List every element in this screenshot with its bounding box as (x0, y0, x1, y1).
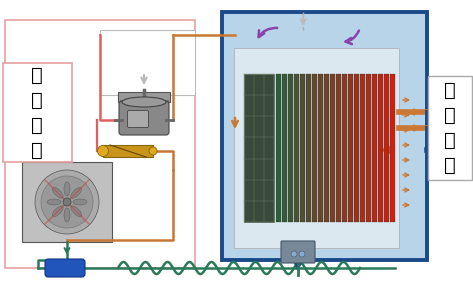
FancyBboxPatch shape (22, 162, 112, 242)
Bar (300, 74, 305, 222)
Circle shape (97, 146, 108, 157)
Bar (342, 74, 347, 222)
Text: 制
冷
循
环: 制 冷 循 环 (31, 66, 43, 160)
FancyBboxPatch shape (119, 101, 169, 135)
FancyBboxPatch shape (3, 63, 72, 162)
Bar (372, 74, 377, 222)
Bar (390, 74, 395, 222)
Bar (294, 74, 299, 222)
FancyBboxPatch shape (234, 48, 399, 248)
FancyBboxPatch shape (100, 30, 195, 95)
Text: 空
气
循
环: 空 气 循 环 (444, 81, 456, 175)
FancyBboxPatch shape (281, 241, 315, 263)
Bar (384, 74, 389, 222)
Bar (366, 74, 371, 222)
Circle shape (63, 198, 71, 206)
Ellipse shape (53, 187, 63, 198)
Ellipse shape (53, 206, 63, 217)
Bar (378, 74, 383, 222)
Bar (336, 74, 341, 222)
FancyBboxPatch shape (103, 145, 153, 157)
FancyBboxPatch shape (118, 92, 170, 102)
Bar (360, 74, 365, 222)
Circle shape (149, 147, 157, 155)
Ellipse shape (47, 199, 61, 205)
FancyBboxPatch shape (45, 259, 85, 277)
Bar (348, 74, 353, 222)
Ellipse shape (71, 187, 81, 198)
Circle shape (35, 170, 99, 234)
Ellipse shape (64, 208, 70, 222)
FancyBboxPatch shape (222, 12, 427, 260)
Bar (330, 74, 335, 222)
Ellipse shape (71, 206, 81, 217)
Bar (354, 74, 359, 222)
Bar (282, 74, 287, 222)
Ellipse shape (122, 97, 166, 107)
Bar (324, 74, 329, 222)
Circle shape (299, 251, 305, 257)
Bar (288, 74, 293, 222)
Circle shape (291, 251, 297, 257)
Bar (318, 74, 323, 222)
Bar (312, 74, 317, 222)
Bar (306, 74, 311, 222)
FancyBboxPatch shape (128, 110, 149, 128)
Bar (244, 74, 274, 222)
Bar (276, 74, 281, 222)
Circle shape (41, 176, 93, 228)
FancyBboxPatch shape (428, 76, 472, 180)
FancyBboxPatch shape (120, 100, 168, 106)
Ellipse shape (64, 182, 70, 196)
Ellipse shape (73, 199, 87, 205)
